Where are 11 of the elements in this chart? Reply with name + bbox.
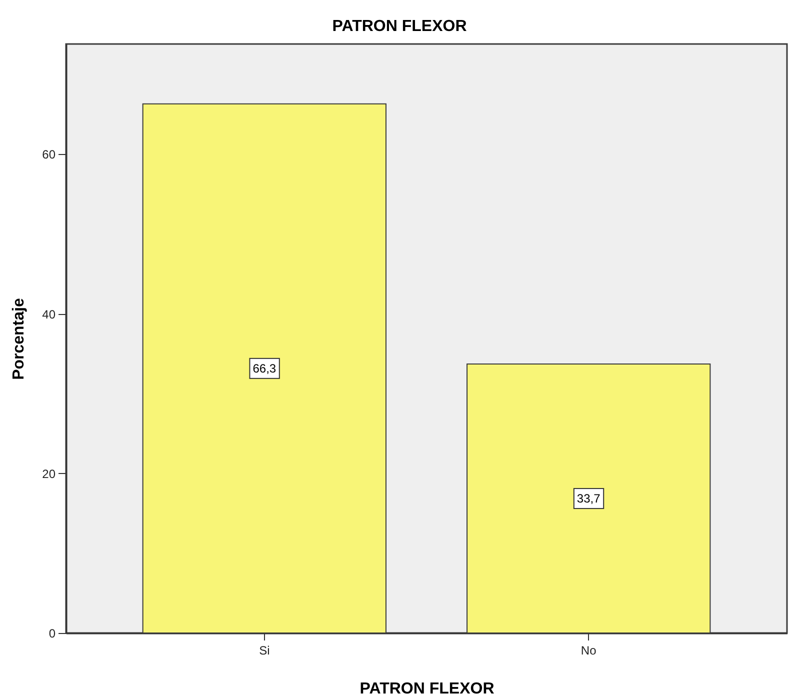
y-tick-label: 20 — [42, 466, 56, 481]
x-tick-label: Si — [259, 644, 270, 658]
x-axis-title: PATRON FLEXOR — [360, 680, 495, 698]
y-tick-label: 0 — [48, 626, 56, 640]
y-tick-label: 40 — [42, 307, 56, 322]
data-label: 66,3 — [252, 361, 276, 376]
y-axis-title: Porcentaje — [10, 298, 28, 380]
y-tick-label: 60 — [42, 148, 56, 162]
chart-title: PATRON FLEXOR — [332, 18, 468, 35]
data-label: 33,7 — [576, 492, 601, 506]
x-tick-label: No — [580, 644, 597, 658]
